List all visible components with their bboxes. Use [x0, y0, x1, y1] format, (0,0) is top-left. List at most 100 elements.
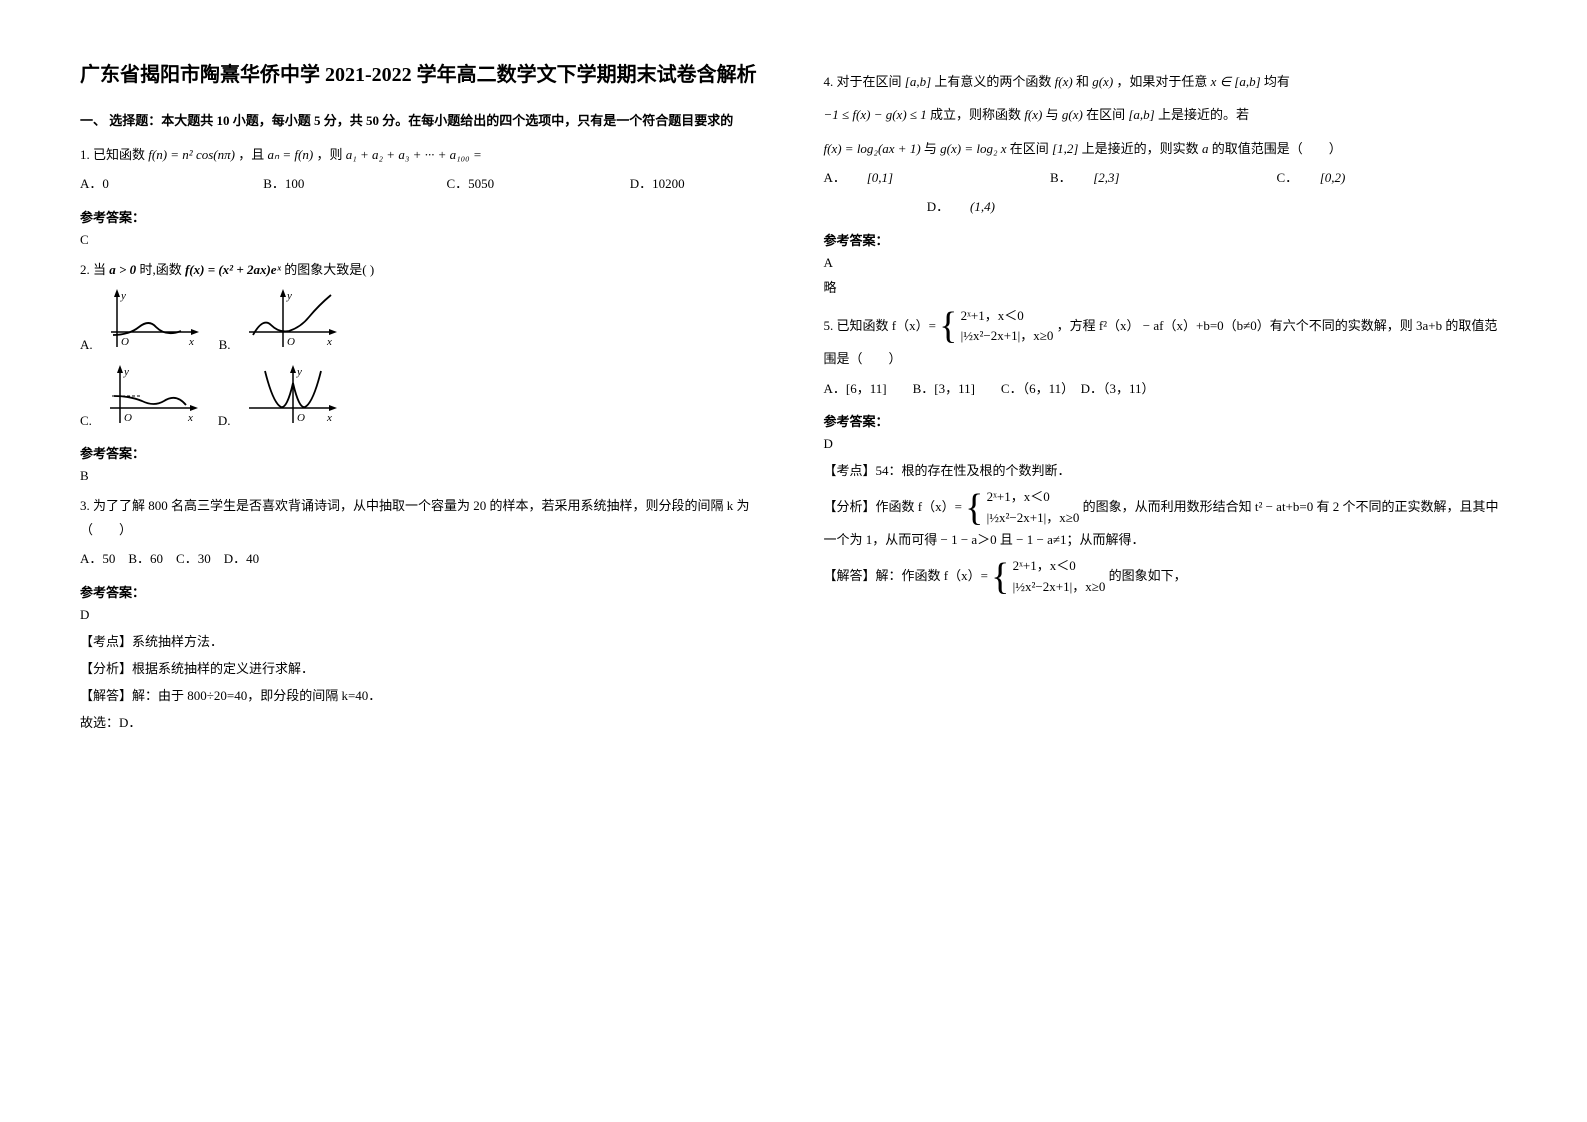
q2-cond: a > 0: [109, 262, 136, 277]
q4-options-row2: D． (1,4): [824, 195, 1508, 220]
svg-text:x: x: [187, 412, 193, 424]
brace-icon-3: {: [991, 558, 1009, 596]
q5-pre: 5. 已知函数 f（x）=: [824, 317, 936, 332]
q4-t6: 成立，则称函数: [930, 107, 1024, 122]
q1-text3: ，则: [316, 147, 345, 162]
left-column: 广东省揭阳市陶熹华侨中学 2021-2022 学年高二数学文下学期期末试卷含解析…: [80, 60, 764, 739]
q5-analysis-pre: 【分析】作函数 f（x）=: [824, 499, 962, 514]
q5-ans-label: 参考答案：: [824, 411, 1508, 430]
q5-solve-pre: 【解答】解：作函数 f（x）=: [824, 568, 988, 583]
q4-options-row1: A． [0,1] B． [2,3] C． [0,2): [824, 166, 1508, 191]
q4-fdef: f(x) = log₂(ax + 1): [824, 141, 921, 156]
q1-text2: ，且: [238, 147, 267, 162]
q2-text2: 时,函数: [139, 262, 185, 277]
q3-stem: 3. 为了了解 800 名高三学生是否喜欢背诵诗词，从中抽取一个容量为 20 的…: [80, 494, 764, 541]
q4-optA: [0,1]: [867, 166, 1047, 191]
q4-fx1: f(x): [1055, 74, 1073, 89]
q1-formula1: f(n) = n² cos(nπ): [148, 147, 235, 162]
q2-labelD: D.: [218, 413, 231, 429]
q4-gx1: g(x): [1092, 74, 1113, 89]
q4-t4: ，如果对于任意: [1116, 74, 1210, 89]
q5-ans: D: [824, 436, 1508, 452]
q4-t7: 与: [1046, 107, 1062, 122]
svg-text:y: y: [296, 366, 302, 378]
q4-brief: 略: [824, 277, 1508, 296]
svg-text:y: y: [120, 290, 126, 302]
q2-row1: A. y x O B. y x O: [80, 287, 764, 357]
q4-optB: [2,3]: [1093, 166, 1273, 191]
q1-stem: 1. 已知函数 f(n) = n² cos(nπ) ，且 aₙ = f(n) ，…: [80, 143, 764, 166]
q4-xin: x ∈ [a,b]: [1211, 74, 1261, 89]
q4-t10: 与: [924, 141, 940, 156]
svg-text:O: O: [287, 336, 295, 348]
q5-point: 【考点】54：根的存在性及根的个数判断．: [824, 460, 1508, 479]
q5-piecewise2: { 2ˣ+1，x＜0 |½x²−2x+1|，x≥0: [965, 487, 1079, 529]
q2-text3: 的图象大致是( ): [284, 262, 374, 277]
q2-labelB: B.: [219, 337, 231, 353]
q3-point: 【考点】系统抽样方法．: [80, 631, 764, 650]
q4-line1: 4. 对于在区间 [a,b] 上有意义的两个函数 f(x) 和 g(x) ，如果…: [824, 70, 1508, 93]
q4-line2: −1 ≤ f(x) − g(x) ≤ 1 成立，则称函数 f(x) 与 g(x)…: [824, 103, 1508, 126]
q2-ans-label: 参考答案：: [80, 443, 764, 462]
right-column: 4. 对于在区间 [a,b] 上有意义的两个函数 f(x) 和 g(x) ，如果…: [824, 60, 1508, 739]
q1-optB: B．100: [263, 172, 443, 197]
brace-icon: {: [939, 307, 957, 345]
q5-solve: 【解答】解：作函数 f（x）= { 2ˣ+1，x＜0 |½x²−2x+1|，x≥…: [824, 556, 1508, 598]
q4-t9: 上是接近的。若: [1158, 107, 1249, 122]
q4-fx2: f(x): [1024, 107, 1042, 122]
brace-icon-2: {: [965, 489, 983, 527]
q5-piece1b: 2ˣ+1，x＜0: [987, 489, 1050, 504]
q5-piece1: 2ˣ+1，x＜0: [961, 308, 1024, 323]
q4-ineq: −1 ≤ f(x) − g(x) ≤ 1: [824, 107, 927, 122]
q1-formula2: aₙ = f(n): [267, 147, 313, 162]
q3-ans: D: [80, 607, 764, 623]
q3-ans-label: 参考答案：: [80, 582, 764, 601]
q4-int2: [1,2]: [1052, 141, 1078, 156]
q1-formula3: a₁ + a₂ + a₃ + ··· + a₁₀₀ =: [346, 147, 482, 162]
q4-optD-lbl: D．: [927, 195, 967, 220]
q4-gdef: g(x) = log₂ x: [940, 141, 1006, 156]
q5-piece2: |½x²−2x+1|，x≥0: [961, 328, 1054, 343]
section-header: 一、 选择题：本大题共 10 小题，每小题 5 分，共 50 分。在每小题给出的…: [80, 110, 764, 129]
q4-t8: 在区间: [1086, 107, 1128, 122]
q5-piece-rows: 2ˣ+1，x＜0 |½x²−2x+1|，x≥0: [961, 306, 1054, 348]
q1-optC: C．5050: [447, 172, 627, 197]
q5-piece-rows2: 2ˣ+1，x＜0 |½x²−2x+1|，x≥0: [987, 487, 1080, 529]
q2-formula: f(x) = (x² + 2ax)eˣ: [185, 262, 281, 277]
q4-gx2: g(x): [1062, 107, 1083, 122]
q5-solve-tail: 的图象如下，: [1109, 568, 1187, 583]
q5-piece2c: |½x²−2x+1|，x≥0: [1013, 579, 1106, 594]
q4-a: a: [1202, 141, 1209, 156]
page: 广东省揭阳市陶熹华侨中学 2021-2022 学年高二数学文下学期期末试卷含解析…: [0, 0, 1587, 799]
q4-t2: 上有意义的两个函数: [934, 74, 1054, 89]
q3-final: 故选：D．: [80, 712, 764, 731]
q5-piece-rows3: 2ˣ+1，x＜0 |½x²−2x+1|，x≥0: [1013, 556, 1106, 598]
svg-text:y: y: [286, 290, 292, 302]
svg-text:x: x: [188, 336, 194, 348]
q4-t3: 和: [1076, 74, 1092, 89]
q2-ans: B: [80, 468, 764, 484]
q2-graph-A: y x O: [111, 287, 201, 357]
q2-graph-D: y x O: [249, 363, 339, 433]
q4-t12: 上是接近的，则实数: [1082, 141, 1202, 156]
svg-text:O: O: [121, 336, 129, 348]
svg-text:O: O: [297, 412, 305, 424]
svg-text:y: y: [123, 366, 129, 378]
q3-analysis: 【分析】根据系统抽样的定义进行求解．: [80, 658, 764, 677]
q4-optD: (1,4): [970, 199, 995, 214]
q5-piecewise3: { 2ˣ+1，x＜0 |½x²−2x+1|，x≥0: [991, 556, 1105, 598]
q4-optA-lbl: A．: [824, 166, 864, 191]
svg-text:O: O: [124, 412, 132, 424]
q4-line3: f(x) = log₂(ax + 1) 与 g(x) = log₂ x 在区间 …: [824, 137, 1508, 160]
q2-stem: 2. 当 a > 0 时,函数 f(x) = (x² + 2ax)eˣ 的图象大…: [80, 258, 764, 281]
q4-t5: 均有: [1264, 74, 1290, 89]
svg-text:x: x: [326, 412, 332, 424]
q4-optC: [0,2): [1320, 170, 1346, 185]
q1-optA: A．0: [80, 172, 260, 197]
q5-stem: 5. 已知函数 f（x）= { 2ˣ+1，x＜0 |½x²−2x+1|，x≥0 …: [824, 306, 1508, 371]
q4-int1b: [a,b]: [1128, 107, 1154, 122]
q1-text1: 1. 已知函数: [80, 147, 148, 162]
q5-analysis: 【分析】作函数 f（x）= { 2ˣ+1，x＜0 |½x²−2x+1|，x≥0 …: [824, 487, 1508, 548]
q4-ans: A: [824, 255, 1508, 271]
q5-piece2b: |½x²−2x+1|，x≥0: [987, 510, 1080, 525]
